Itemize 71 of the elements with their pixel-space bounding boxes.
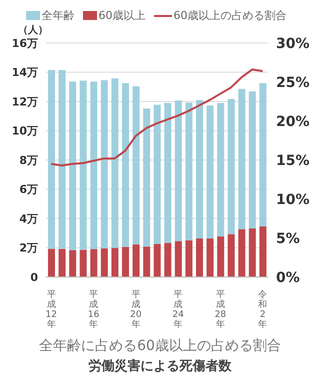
- y-tick-label: 4万: [19, 212, 38, 226]
- y2-tick-label: 15%: [276, 152, 310, 169]
- bar: [111, 248, 118, 277]
- legend-label: 60歳以上: [98, 8, 146, 23]
- y2-tick-label: 0%: [276, 270, 300, 286]
- bar: [238, 229, 246, 277]
- bar: [174, 100, 182, 242]
- bar: [100, 80, 108, 248]
- bar: [259, 83, 266, 227]
- y2-tick-label: 5%: [276, 230, 300, 247]
- bar: [122, 246, 129, 277]
- text: 全年齢に占める60歳以上の占める割合: [38, 337, 282, 355]
- bar: [122, 83, 129, 247]
- bar: [132, 244, 140, 277]
- bar: [132, 86, 140, 244]
- bar: [154, 244, 161, 277]
- y-tick-label: 6万: [19, 183, 38, 196]
- bar: [185, 102, 192, 240]
- bar: [228, 234, 235, 277]
- bar: [238, 88, 246, 230]
- bar: [48, 70, 55, 249]
- x-tick-label: 平成28年: [214, 290, 226, 330]
- bar: [143, 108, 150, 247]
- bar: [206, 105, 214, 239]
- y2-tick-label: 10%: [276, 192, 310, 208]
- y-tick-label: 12万: [12, 95, 38, 108]
- text: 労働災害による死傷者数: [88, 358, 232, 375]
- bar: [154, 104, 161, 244]
- bar: [259, 226, 266, 277]
- x-tick-label: 令和2年: [258, 289, 268, 330]
- y2-tick-label: 25%: [276, 74, 310, 91]
- bar: [217, 236, 224, 277]
- bar: [58, 248, 66, 277]
- x-tick-label: 平成16年: [88, 290, 100, 330]
- y2-tick-label: 30%: [276, 36, 310, 52]
- bar: [164, 102, 172, 243]
- y-tick-label: 2万: [19, 242, 38, 255]
- y-tick-label: 0: [30, 270, 38, 284]
- bar: [90, 249, 98, 277]
- bar: [228, 99, 235, 234]
- bar: [206, 238, 214, 277]
- bar: [58, 70, 66, 249]
- bar: [185, 240, 192, 277]
- x-tick-label: 平成20年: [130, 290, 142, 330]
- legend-label: 60歳以上の占める割合: [174, 8, 286, 23]
- bar: [174, 241, 182, 277]
- y-tick-label: 14万: [12, 66, 38, 80]
- bar: [90, 82, 98, 250]
- y2-tick-label: 20%: [276, 114, 310, 130]
- bar: [248, 91, 256, 228]
- bar: [164, 242, 172, 277]
- legend-label: 全年齢: [42, 8, 74, 23]
- bar: [100, 248, 108, 277]
- y-tick-label: 10万: [12, 124, 38, 138]
- x-tick-label: 平成12年: [46, 290, 58, 330]
- bar: [196, 100, 203, 239]
- bar: [217, 102, 224, 236]
- bar: [111, 78, 118, 248]
- bar: [80, 250, 87, 277]
- bar: [69, 82, 76, 250]
- bar: [80, 80, 87, 250]
- bar: [48, 248, 55, 277]
- bar: [143, 246, 150, 277]
- y-axis-title: （人）: [18, 24, 49, 36]
- bar: [196, 238, 203, 277]
- bar: [69, 250, 76, 277]
- y-tick-label: 8万: [19, 154, 38, 167]
- bar: [248, 228, 256, 277]
- y-tick-label: 16万: [12, 36, 38, 50]
- x-tick-label: 平成24年: [172, 290, 184, 330]
- line-series: [50, 68, 264, 166]
